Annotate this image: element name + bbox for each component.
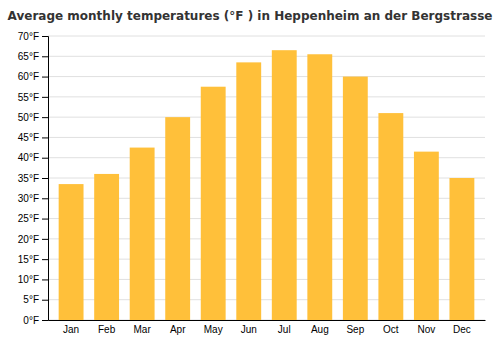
tick: 50°F: [18, 112, 48, 123]
bar: [59, 184, 84, 320]
tick-label: Mar: [134, 324, 152, 335]
tick: Aug: [311, 324, 329, 335]
bar: [236, 62, 261, 320]
tick: Feb: [98, 324, 116, 335]
tick: 35°F: [18, 173, 48, 184]
tick-label: May: [204, 324, 223, 335]
tick-label: 45°F: [18, 132, 39, 143]
tick: Jan: [63, 324, 79, 335]
tick-label: Sep: [346, 324, 364, 335]
tick-label: 35°F: [18, 173, 39, 184]
tick-mark: [42, 259, 48, 260]
axis-line: [42, 37, 49, 321]
tick-label: Jun: [241, 324, 257, 335]
tick: Oct: [383, 324, 399, 335]
tick: Mar: [134, 324, 152, 335]
bar: [343, 77, 368, 320]
tick-mark: [42, 158, 48, 159]
tick-mark: [42, 36, 48, 37]
tick: 20°F: [18, 234, 48, 245]
tick-label: 10°F: [18, 274, 39, 285]
tick-mark: [42, 300, 48, 301]
tick: Jul: [278, 324, 291, 335]
grid-line: [48, 36, 485, 37]
y-axis: 0°F 5°F 10°F 15°F 20°F 25°F 30°F 35°F 40°F 45°F 50…: [18, 31, 49, 326]
tick-label: 15°F: [18, 254, 39, 265]
tick-label: 70°F: [18, 31, 39, 42]
tick-label: Nov: [417, 324, 435, 335]
tick-mark: [42, 320, 48, 321]
plot: 0°F 5°F 10°F 15°F 20°F 25°F 30°F 35°F 40°F 45°F 50…: [18, 31, 486, 335]
tick-mark: [42, 219, 48, 220]
bar: [449, 178, 474, 320]
bar: [307, 54, 332, 320]
tick-label: 55°F: [18, 92, 39, 103]
tick: 0°F: [23, 315, 48, 326]
tick-label: 25°F: [18, 213, 39, 224]
tick-mark: [42, 56, 48, 57]
tick: Dec: [453, 324, 471, 335]
tick: 25°F: [18, 213, 48, 224]
tick-label: Apr: [170, 324, 186, 335]
tick-label: Aug: [311, 324, 329, 335]
bar: [201, 87, 226, 320]
tick-mark: [42, 97, 48, 98]
tick-mark: [42, 239, 48, 240]
tick: May: [204, 324, 223, 335]
grid-line: [48, 56, 485, 57]
title: Average monthly temperatures (°F ) in He…: [8, 9, 493, 23]
x-axis: Jan Feb Mar Apr May Jun Jul Aug Sep Oct Nov Dec: [49, 321, 486, 336]
tick-label: 20°F: [18, 234, 39, 245]
grid-line: [48, 76, 485, 77]
grid: [48, 36, 485, 320]
tick-label: 40°F: [18, 152, 39, 163]
tick: 10°F: [18, 274, 48, 285]
tick: 15°F: [18, 254, 48, 265]
tick: 55°F: [18, 92, 48, 103]
bar: [414, 152, 439, 320]
grid-line: [48, 96, 485, 97]
tick: Nov: [417, 324, 435, 335]
tick-mark: [42, 137, 48, 138]
tick-label: 50°F: [18, 112, 39, 123]
tick-label: Feb: [98, 324, 116, 335]
tick: 5°F: [23, 294, 48, 305]
axis-line: [49, 320, 486, 321]
tick: 30°F: [18, 193, 48, 204]
tick-label: 0°F: [23, 315, 39, 326]
tick-label: Jan: [63, 324, 79, 335]
tick: Sep: [346, 324, 364, 335]
tick-label: 5°F: [23, 294, 39, 305]
bar: [94, 174, 119, 320]
tick: Apr: [170, 324, 186, 335]
grid-line: [48, 137, 485, 138]
tick-label: 65°F: [18, 51, 39, 62]
tick-label: 60°F: [18, 71, 39, 82]
tick-label: Dec: [453, 324, 471, 335]
tick-mark: [42, 198, 48, 199]
tick-mark: [42, 279, 48, 280]
grid-line: [48, 117, 485, 118]
tick-label: Oct: [383, 324, 399, 335]
tick-label: 30°F: [18, 193, 39, 204]
tick: 65°F: [18, 51, 48, 62]
tick-mark: [42, 178, 48, 179]
bar: [272, 50, 297, 320]
tick: 40°F: [18, 152, 48, 163]
tick: 60°F: [18, 71, 48, 82]
chart: Average monthly temperatures (°F ) in He…: [0, 0, 500, 350]
bar: [130, 148, 155, 320]
bar: [378, 113, 403, 320]
tick: Jun: [241, 324, 257, 335]
bar: [165, 117, 190, 320]
tick-mark: [42, 77, 48, 78]
bars: [59, 50, 475, 320]
tick: 70°F: [18, 31, 48, 42]
tick-mark: [42, 117, 48, 118]
tick: 45°F: [18, 132, 48, 143]
tick-label: Jul: [278, 324, 291, 335]
